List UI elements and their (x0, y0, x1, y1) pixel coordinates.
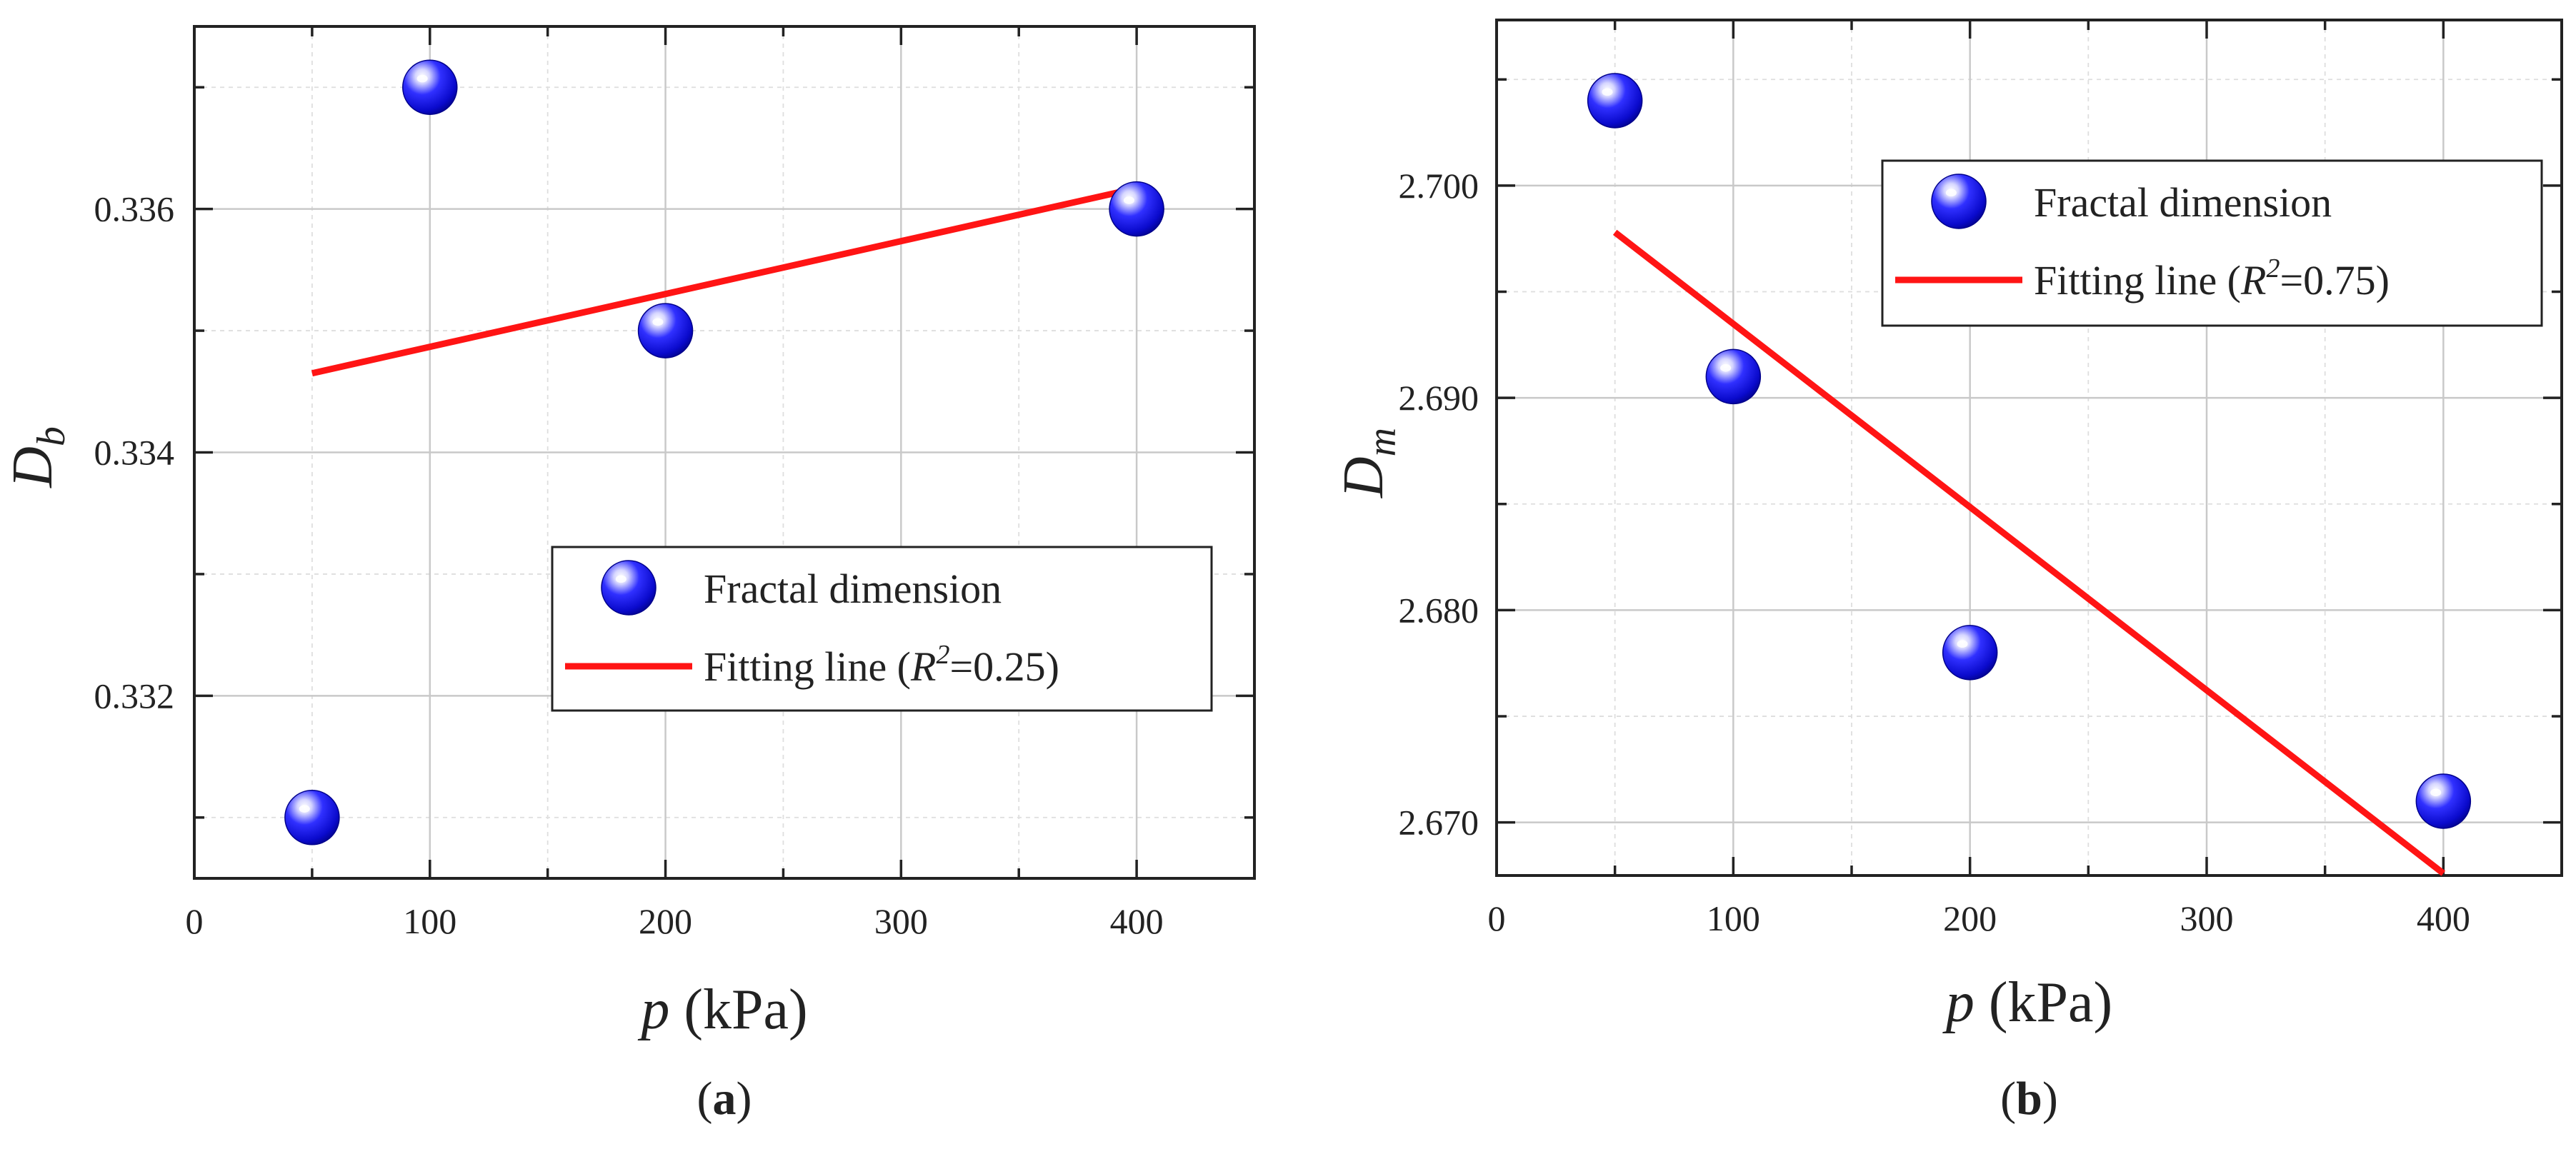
legend-label-fit: Fitting line (R2=0.25) (704, 640, 1059, 690)
y-axis-title: Dm (1332, 428, 1404, 498)
x-tick-label: 100 (403, 901, 456, 941)
x-axis-title: p (kPa) (637, 978, 807, 1041)
data-points (284, 59, 1164, 846)
axis-ticks (193, 26, 1254, 878)
x-tick-label: 200 (639, 901, 692, 941)
panel-label: (a) (697, 1073, 752, 1125)
panel-label: (b) (2000, 1073, 2058, 1125)
chart-panel-b: 0 100 200 300 400 2.670 2.680 2.690 2.700 p (kPa)… (1332, 19, 2563, 1125)
data-point (1587, 73, 1643, 129)
x-axis-title: p (kPa) (1942, 971, 2112, 1034)
legend-label-points: Fractal dimension (2034, 179, 2332, 226)
grid (1497, 20, 2562, 875)
x-tick-label: 0 (186, 901, 204, 941)
y-tick-label: 0.336 (94, 189, 175, 229)
chart-panel-a: 0 100 200 300 400 0.332 0.334 0.336 p (kPa) Db Fra… (1, 25, 1256, 1125)
data-point (402, 59, 458, 115)
y-tick-label: 0.332 (94, 676, 175, 716)
y-tick-label: 0.334 (94, 433, 175, 473)
grid (194, 26, 1254, 878)
data-points (1587, 73, 2472, 829)
y-tick-label: 2.700 (1399, 166, 1479, 206)
legend-label-points: Fractal dimension (704, 566, 1002, 612)
y-tick-label: 2.690 (1399, 378, 1479, 418)
legend: Fractal dimension Fitting line (R2=0.25) (551, 546, 1213, 712)
axis-ticks (1495, 20, 2562, 875)
plot-frame (1495, 19, 2563, 877)
legend-box (551, 546, 1213, 712)
data-point (1109, 181, 1164, 237)
x-tick-label: 400 (2417, 898, 2470, 938)
y-tick-label: 2.670 (1399, 803, 1479, 843)
x-tick-label: 100 (1707, 898, 1760, 938)
x-tick-label: 300 (874, 901, 928, 941)
data-point (1942, 625, 1998, 681)
y-tick-label: 2.680 (1399, 590, 1479, 630)
legend-marker-icon (1931, 174, 1987, 229)
legend-marker-icon (601, 560, 657, 616)
data-point (284, 790, 340, 846)
legend-box (1881, 159, 2543, 327)
fitting-line (311, 185, 1138, 377)
x-tick-label: 300 (2180, 898, 2234, 938)
y-axis-title: Db (1, 426, 74, 488)
data-point (2415, 773, 2472, 829)
x-tick-label: 0 (1488, 898, 1506, 938)
x-tick-label: 200 (1943, 898, 1997, 938)
fitting-line (1612, 229, 2446, 876)
legend-label-fit: Fitting line (R2=0.75) (2034, 254, 2390, 303)
x-tick-label: 400 (1110, 901, 1164, 941)
data-point (1705, 348, 1762, 405)
legend: Fractal dimension Fitting line (R2=0.75) (1881, 159, 2543, 327)
data-point (637, 303, 694, 358)
